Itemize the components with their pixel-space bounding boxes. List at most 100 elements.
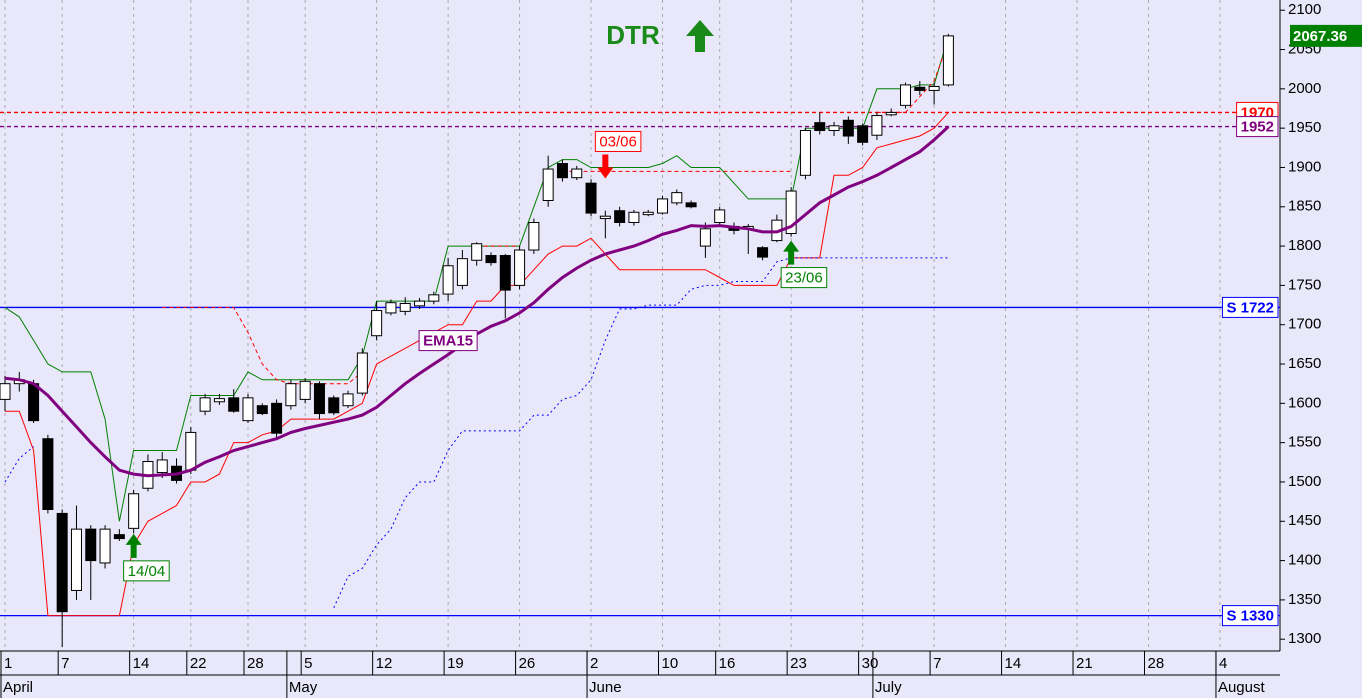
candle-body bbox=[0, 383, 11, 400]
candle-body bbox=[556, 163, 568, 179]
candle-body bbox=[28, 383, 40, 422]
candle-body bbox=[885, 111, 897, 116]
candle-body bbox=[857, 125, 869, 143]
candle-body bbox=[699, 228, 711, 247]
x-tick-label: 12 bbox=[376, 655, 393, 672]
level-label-box bbox=[1221, 605, 1279, 627]
y-tick-label: 2000 bbox=[1288, 80, 1321, 97]
candle-body bbox=[442, 265, 454, 295]
candle-body bbox=[428, 294, 440, 302]
y-tick-label: 1350 bbox=[1288, 591, 1321, 608]
candle-body bbox=[70, 528, 82, 591]
candle-body bbox=[256, 405, 268, 415]
y-tick-label: 1900 bbox=[1288, 158, 1321, 175]
signal-label-box bbox=[780, 267, 828, 289]
candle-body bbox=[528, 222, 540, 251]
y-tick-label: 1650 bbox=[1288, 355, 1321, 372]
y-tick-label: 1400 bbox=[1288, 552, 1321, 569]
candle-body bbox=[213, 398, 225, 403]
x-tick-label: 26 bbox=[519, 655, 536, 672]
indicator-line bbox=[4, 257, 949, 609]
y-tick-label: 1750 bbox=[1288, 276, 1321, 293]
candle-body bbox=[657, 198, 669, 214]
x-tick-label: 5 bbox=[304, 655, 312, 672]
candle-body bbox=[900, 84, 912, 106]
x-tick-label: 19 bbox=[447, 655, 464, 672]
x-tick-label: 28 bbox=[247, 655, 264, 672]
candle-body bbox=[42, 438, 54, 510]
level-label: 1952 bbox=[1241, 119, 1274, 136]
x-tick-label: 7 bbox=[61, 655, 69, 672]
y-tick-label: 1700 bbox=[1288, 316, 1321, 333]
signal-label: 23/06 bbox=[785, 270, 823, 287]
candle-body bbox=[242, 397, 254, 422]
candle-body bbox=[499, 255, 511, 291]
x-tick-label: 1 bbox=[4, 655, 12, 672]
candle-body bbox=[942, 35, 954, 86]
level-label: S 1330 bbox=[1226, 608, 1274, 625]
y-tick-label: 1800 bbox=[1288, 237, 1321, 254]
candle-body bbox=[571, 168, 583, 179]
candle-body bbox=[385, 302, 397, 314]
x-tick-label: 7 bbox=[933, 655, 941, 672]
signal-label-box bbox=[123, 560, 170, 582]
candle-body bbox=[414, 300, 426, 307]
x-tick-label: 2 bbox=[590, 655, 598, 672]
candle-body bbox=[757, 247, 769, 258]
signal-label-box bbox=[594, 130, 642, 152]
month-label: April bbox=[3, 679, 33, 696]
candle-body bbox=[842, 119, 854, 137]
candle-body bbox=[285, 383, 297, 407]
candle-body bbox=[313, 383, 325, 415]
level-label-box bbox=[1236, 116, 1279, 138]
candle-body bbox=[785, 190, 797, 235]
candle-body bbox=[156, 459, 168, 474]
signal-arrow bbox=[597, 154, 614, 179]
candle-body bbox=[928, 85, 940, 91]
candle-body bbox=[185, 431, 197, 471]
candle-body bbox=[599, 215, 611, 220]
y-tick-label: 1950 bbox=[1288, 119, 1321, 136]
candle-body bbox=[799, 130, 811, 176]
candle-body bbox=[828, 125, 840, 132]
series-label-box bbox=[418, 330, 478, 352]
y-tick-label: 1550 bbox=[1288, 434, 1321, 451]
candle-body bbox=[99, 528, 111, 564]
month-label: August bbox=[1218, 679, 1266, 696]
x-tick-label: 21 bbox=[1076, 655, 1093, 672]
candle-body bbox=[585, 182, 597, 214]
x-tick-label: 4 bbox=[1219, 655, 1227, 672]
level-label-box bbox=[1221, 296, 1279, 318]
candle-body bbox=[199, 397, 211, 412]
x-tick-label: 23 bbox=[790, 655, 807, 672]
level-label: S 1722 bbox=[1226, 299, 1274, 316]
candle-body bbox=[113, 534, 125, 540]
candle-body bbox=[628, 211, 640, 224]
x-tick-label: 30 bbox=[862, 655, 879, 672]
series-label: EMA15 bbox=[423, 333, 473, 350]
candle-body bbox=[642, 211, 654, 216]
x-tick-label: 28 bbox=[1147, 655, 1164, 672]
candle-body bbox=[542, 168, 554, 201]
signal-label: 03/06 bbox=[599, 133, 637, 150]
candle-body bbox=[328, 397, 340, 414]
x-tick-label: 22 bbox=[190, 655, 207, 672]
signal-arrow bbox=[783, 240, 800, 265]
y-tick-label: 1600 bbox=[1288, 394, 1321, 411]
y-tick-label: 1850 bbox=[1288, 198, 1321, 215]
candle-body bbox=[914, 86, 926, 91]
y-tick-label: 2100 bbox=[1288, 1, 1321, 18]
candle-body bbox=[342, 393, 354, 407]
candle-body bbox=[56, 512, 68, 613]
chart-title: DTR bbox=[606, 20, 660, 50]
candle-body bbox=[271, 402, 283, 434]
x-tick-label: 14 bbox=[1005, 655, 1022, 672]
x-tick-label: 16 bbox=[719, 655, 736, 672]
candle-body bbox=[128, 493, 140, 529]
month-label: May bbox=[289, 679, 318, 696]
last-price-label: 2067.36 bbox=[1293, 28, 1347, 45]
y-tick-label: 1500 bbox=[1288, 473, 1321, 490]
